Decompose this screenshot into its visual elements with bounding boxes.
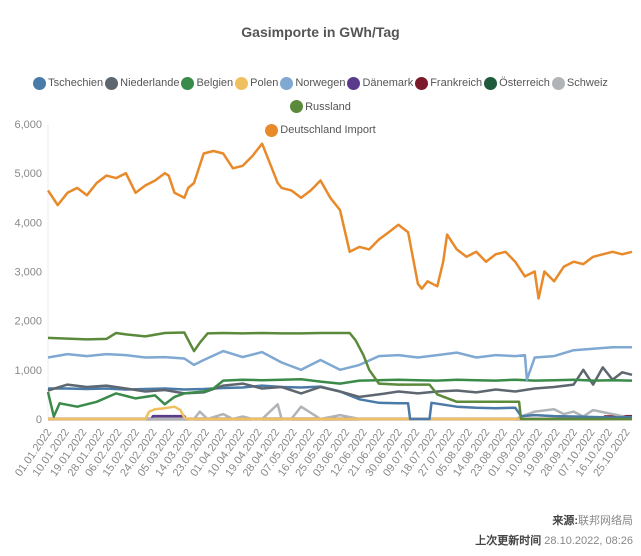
legend-label: Belgien <box>196 77 234 89</box>
series-line-niederlande[interactable] <box>47 366 633 399</box>
legend-item-dänemark[interactable]: Dänemark <box>347 73 413 93</box>
legend-swatch <box>280 76 294 90</box>
legend-item-belgien[interactable]: Belgien <box>181 73 233 93</box>
legend-swatch <box>484 76 498 90</box>
x-axis: 01.01.202210.01.202219.01.202228.01.2022… <box>13 427 633 479</box>
legend-label: Deutschland Import <box>280 124 376 136</box>
series-lines <box>46 142 633 421</box>
legend-item-niederlande[interactable]: Niederlande <box>105 73 179 93</box>
legend-item-norwegen[interactable]: Norwegen <box>280 73 345 93</box>
updated-label: 上次更新时间 <box>475 535 542 547</box>
series-line-tschechien[interactable] <box>48 384 633 421</box>
series-line-norwegen[interactable] <box>47 345 632 381</box>
legend-swatch <box>33 76 47 90</box>
series-line-polen[interactable] <box>48 405 632 421</box>
y-tick-label: 0 <box>36 414 42 426</box>
source-value: 联邦网络局 <box>578 515 633 527</box>
legend-item-tschechien[interactable]: Tschechien <box>33 73 103 93</box>
last-updated: 上次更新时间 28.10.2022, 08:26 <box>475 532 633 548</box>
legend-label: Dänemark <box>362 77 414 89</box>
series-line-russland[interactable] <box>47 331 632 421</box>
y-tick-label: 2,000 <box>14 316 42 328</box>
legend-item-russland[interactable]: Russland <box>290 97 351 117</box>
legend-swatch <box>290 100 304 113</box>
y-tick-label: 6,000 <box>14 119 42 131</box>
y-tick-label: 5,000 <box>14 168 42 180</box>
legend: Tschechien Niederlande Belgien Polen Norwege… <box>20 73 621 144</box>
legend-item-schweiz[interactable]: Schweiz <box>551 73 608 93</box>
chart-title: Gasimporte in GWh/Tag <box>241 24 400 40</box>
source-label: 来源: <box>552 515 578 527</box>
legend-swatch <box>235 76 249 90</box>
legend-item-polen[interactable]: Polen <box>235 73 278 93</box>
legend-label: Niederlande <box>120 77 180 89</box>
series-line-belgien[interactable] <box>46 377 633 418</box>
legend-item-frankreich[interactable]: Frankreich <box>415 73 482 93</box>
legend-swatch <box>265 123 279 137</box>
series-line-deutschland-import[interactable] <box>46 142 633 300</box>
legend-label: Polen <box>250 77 279 89</box>
legend-label: Österreich <box>499 77 550 89</box>
y-tick-label: 3,000 <box>14 267 42 279</box>
series-line-schweiz[interactable] <box>48 403 633 421</box>
legend-label: Frankreich <box>430 77 483 89</box>
legend-swatch <box>551 76 565 90</box>
legend-swatch <box>415 76 429 90</box>
legend-item-deutschland-import[interactable]: Deutschland Import <box>265 120 376 140</box>
updated-value: 28.10.2022, 08:26 <box>544 535 633 547</box>
legend-label: Tschechien <box>48 77 104 89</box>
y-tick-label: 4,000 <box>14 217 42 229</box>
source-note: 来源:联邦网络局 <box>552 512 633 528</box>
y-axis: 0 1,000 2,000 3,000 4,000 5,000 6,000 <box>14 119 49 426</box>
legend-label: Russland <box>305 100 351 113</box>
legend-label: Norwegen <box>295 77 346 89</box>
legend-swatch <box>105 76 119 90</box>
legend-swatch <box>347 76 361 90</box>
legend-item-österreich[interactable]: Österreich <box>484 73 550 93</box>
y-tick-label: 1,000 <box>14 365 42 377</box>
legend-label: Schweiz <box>566 77 608 89</box>
legend-swatch <box>181 76 195 90</box>
line-chart: 0 1,000 2,000 3,000 4,000 5,000 6,000 01.01.20… <box>13 119 633 479</box>
